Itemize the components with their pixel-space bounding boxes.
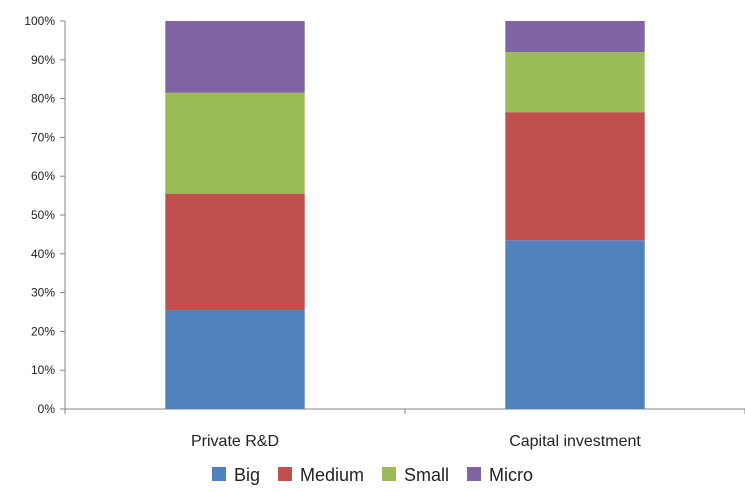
bar-segment-big <box>165 310 305 409</box>
legend-swatch-medium <box>277 467 292 481</box>
legend: Big Medium Small Micro <box>211 465 533 485</box>
bar-segment-micro <box>505 21 645 53</box>
legend-swatch-micro <box>467 467 482 481</box>
bar-segment-medium <box>165 193 305 311</box>
bar-segment-small <box>505 52 645 113</box>
legend-label-big: Big <box>234 465 260 485</box>
x-axis: Private R&D Capital investment <box>64 408 745 450</box>
bar-segment-micro <box>165 21 305 93</box>
bar-segment-small <box>165 92 305 194</box>
y-tick-label: 50% <box>31 208 55 222</box>
x-category-label: Private R&D <box>191 433 279 450</box>
y-tick-label: 70% <box>31 130 55 144</box>
y-tick-label: 60% <box>31 169 55 183</box>
x-category-label: Capital investment <box>509 433 641 450</box>
y-tick-label: 40% <box>31 247 55 261</box>
y-tick-label: 90% <box>31 53 55 67</box>
legend-label-small: Small <box>404 465 449 485</box>
legend-swatch-small <box>382 467 397 481</box>
y-tick-label: 0% <box>38 402 56 416</box>
y-tick-label: 100% <box>24 14 55 28</box>
legend-label-medium: Medium <box>300 465 364 485</box>
bars <box>165 21 645 409</box>
bar-segment-medium <box>505 112 645 241</box>
bar-segment-big <box>505 240 645 409</box>
legend-label-micro: Micro <box>489 465 533 485</box>
legend-swatch-big <box>211 467 226 481</box>
y-axis: 0% 10% 20% 30% 40% 50% 60% 70% 80% 90% 100% <box>24 14 66 416</box>
y-tick-label: 30% <box>31 286 55 300</box>
y-tick-label: 10% <box>31 363 55 377</box>
y-tick-label: 80% <box>31 92 55 106</box>
y-tick-label: 20% <box>31 324 55 338</box>
